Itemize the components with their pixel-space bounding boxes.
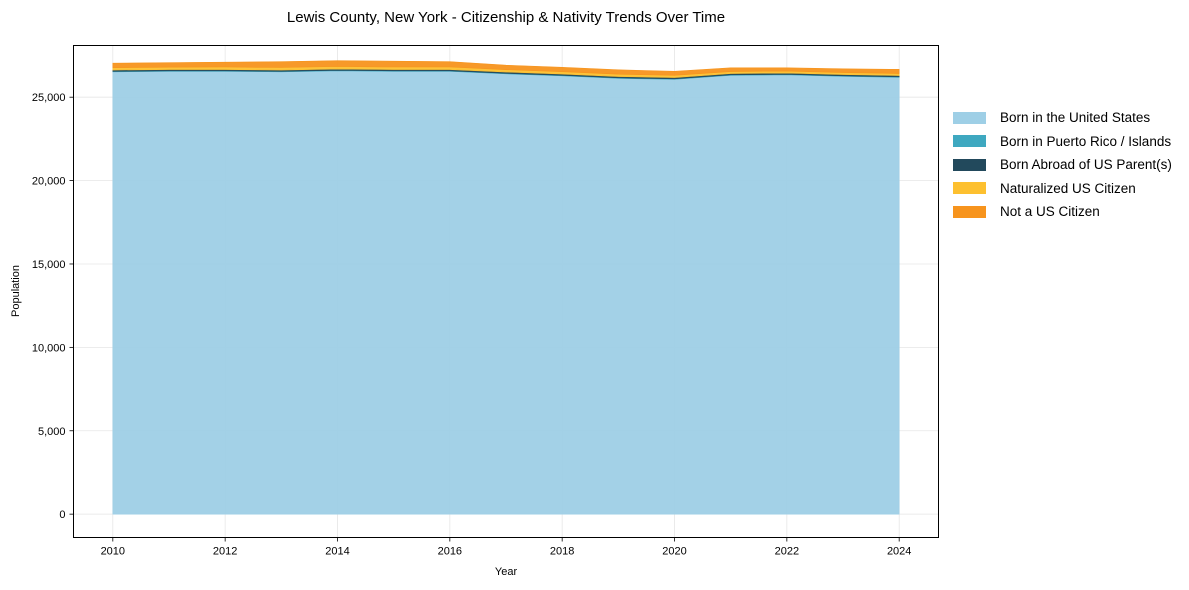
x-tick-label: 2012 xyxy=(213,546,237,558)
plot-frame xyxy=(73,45,939,538)
y-axis-title: Population xyxy=(10,265,22,317)
x-tick-label: 2018 xyxy=(550,546,574,558)
area-series xyxy=(112,70,900,515)
legend-item: Naturalized US Citizen xyxy=(953,177,1172,201)
legend-swatch-icon xyxy=(953,135,986,148)
x-axis-title: Year xyxy=(495,566,518,578)
x-axis-ticks: 2010 2012 2014 2016 2018 2020 2022 2024 xyxy=(101,537,911,558)
legend-item: Born in Puerto Rico / Islands xyxy=(953,130,1172,154)
legend-label: Naturalized US Citizen xyxy=(1000,180,1136,196)
legend-item: Born in the United States xyxy=(953,106,1172,130)
legend-swatch-icon xyxy=(953,205,986,218)
y-axis-ticks: 0 5,000 10,000 15,000 20,000 25,000 xyxy=(32,92,74,521)
legend-label: Born Abroad of US Parent(s) xyxy=(1000,157,1172,173)
legend-label: Not a US Citizen xyxy=(1000,204,1100,220)
x-tick-label: 2020 xyxy=(662,546,686,558)
y-tick-label: 25,000 xyxy=(32,92,66,104)
legend-swatch-icon xyxy=(953,158,986,171)
y-tick-label: 15,000 xyxy=(32,259,66,271)
x-tick-label: 2024 xyxy=(887,546,911,558)
legend-swatch-icon xyxy=(953,182,986,195)
legend-label: Born in Puerto Rico / Islands xyxy=(1000,133,1172,149)
y-tick-label: 20,000 xyxy=(32,176,66,188)
y-tick-label: 10,000 xyxy=(32,342,66,354)
x-tick-label: 2010 xyxy=(101,546,125,558)
legend-item: Born Abroad of US Parent(s) xyxy=(953,153,1172,177)
x-tick-label: 2022 xyxy=(775,546,799,558)
legend-item: Not a US Citizen xyxy=(953,200,1172,224)
legend: Born in the United States Born in Puerto… xyxy=(953,106,1172,224)
x-tick-label: 2016 xyxy=(438,546,462,558)
x-tick-label: 2014 xyxy=(325,546,349,558)
legend-swatch-icon xyxy=(953,111,986,124)
y-tick-label: 5,000 xyxy=(38,426,66,438)
stacked-areas xyxy=(112,60,900,515)
area-series xyxy=(112,60,900,76)
chart-title: Lewis County, New York - Citizenship & N… xyxy=(286,9,726,26)
legend-label: Born in the United States xyxy=(1000,110,1151,126)
y-tick-label: 0 xyxy=(59,509,65,521)
